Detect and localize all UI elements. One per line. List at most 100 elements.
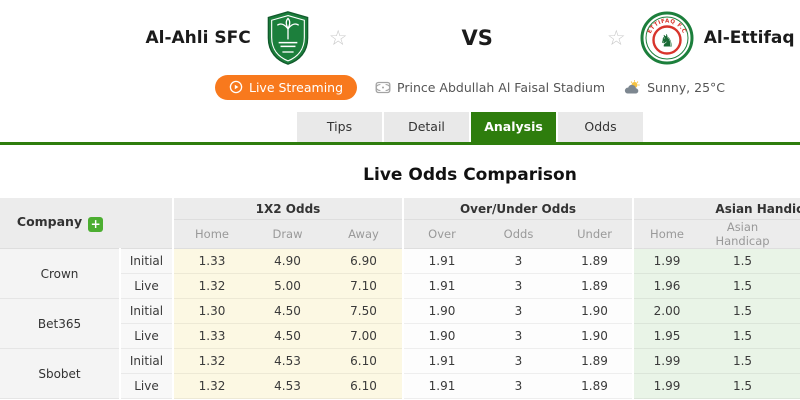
odds-value: 1.30 [172, 298, 250, 324]
odds-value: 1.33 [172, 323, 250, 349]
stadium-icon [375, 81, 391, 93]
odds-value: 6.10 [325, 348, 403, 374]
odds-value: 1.91 [402, 348, 480, 374]
table-cell-spacer [785, 323, 800, 349]
group-header-asian-handicap: Asian Handicap Odds [632, 198, 800, 220]
col-header-asian-handicap: Asian Handicap [700, 219, 786, 249]
company-name: Bet365 [0, 298, 120, 349]
table-row: Crown Initial 1.33 4.90 6.90 1.91 3 1.89… [0, 248, 800, 299]
table-row: Bet365 Initial 1.30 4.50 7.50 1.90 3 1.9… [0, 298, 800, 349]
odds-value: 4.53 [250, 348, 325, 374]
odds-value: 4.90 [250, 248, 325, 274]
tab-odds[interactable]: Odds [558, 112, 643, 142]
odds-value: 7.50 [325, 298, 403, 324]
col-header-ah-home: Home [632, 219, 701, 249]
col-header-odds: Odds [480, 219, 557, 249]
odds-type: Live [119, 323, 173, 349]
odds-value: 1.90 [402, 298, 480, 324]
odds-value: 1.5 [700, 273, 786, 299]
odds-value: 1.89 [557, 373, 634, 399]
home-team-logo [267, 11, 308, 65]
odds-value: 1.5 [700, 373, 786, 399]
match-header: Al-Ahli SFC ☆ VS ☆ ETTIFAQ F.C [0, 0, 800, 67]
company-column-header: Company + [0, 198, 120, 249]
table-cell-spacer [785, 373, 800, 399]
odds-type-column-header [120, 198, 173, 249]
odds-type: Initial [119, 248, 173, 274]
odds-value: 1.5 [700, 323, 786, 349]
weather-sunny-icon [624, 79, 640, 94]
table-row: Live 1.32 4.53 6.10 1.91 3 1.89 1.99 1.5 [0, 373, 800, 399]
away-team-logo: ETTIFAQ F.C ♞ [640, 11, 694, 65]
table-group-header-row: Company + 1X2 Odds Over/Under Odds Asian … [0, 198, 800, 249]
odds-value: 1.90 [402, 323, 480, 349]
table-row: Live 1.33 4.50 7.00 1.90 3 1.90 1.95 1.5 [0, 323, 800, 349]
odds-value: 1.5 [700, 248, 786, 274]
col-header-away: Away [325, 219, 403, 249]
horse-emblem-icon: ♞ [659, 32, 674, 52]
odds-value: 1.5 [700, 298, 786, 324]
home-favorite-star-icon[interactable]: ☆ [328, 25, 348, 50]
odds-value: 1.90 [557, 298, 634, 324]
odds-value: 1.96 [632, 273, 701, 299]
live-streaming-button[interactable]: Live Streaming [214, 74, 358, 100]
col-header-spacer [785, 219, 800, 249]
odds-value: 1.91 [402, 373, 480, 399]
odds-value: 4.53 [250, 373, 325, 399]
table-cell-spacer [785, 298, 800, 324]
odds-value: 6.90 [325, 248, 403, 274]
table-cell-spacer [785, 348, 800, 374]
tab-detail[interactable]: Detail [384, 112, 469, 142]
odds-value: 1.89 [557, 248, 634, 274]
odds-type: Initial [119, 298, 173, 324]
table-cell-spacer [785, 273, 800, 299]
live-streaming-label: Live Streaming [248, 79, 344, 95]
odds-value: 1.89 [557, 273, 634, 299]
odds-value: 3 [480, 298, 557, 324]
odds-value: 4.50 [250, 323, 325, 349]
tab-tips[interactable]: Tips [297, 112, 382, 142]
odds-value: 6.10 [325, 373, 403, 399]
odds-value: 1.99 [632, 373, 701, 399]
group-header-over-under: Over/Under Odds [401, 198, 634, 220]
weather-text: Sunny, 25°C [647, 79, 726, 95]
odds-value: 3 [480, 323, 557, 349]
col-header-over: Over [402, 219, 480, 249]
odds-value: 1.5 [700, 348, 786, 374]
odds-type: Initial [119, 348, 173, 374]
odds-value: 4.50 [250, 298, 325, 324]
odds-value: 1.99 [632, 348, 701, 374]
odds-value: 1.33 [172, 248, 250, 274]
away-favorite-star-icon[interactable]: ☆ [606, 25, 626, 50]
col-header-home: Home [172, 219, 250, 249]
stadium-info: Prince Abdullah Al Faisal Stadium [375, 80, 605, 95]
vs-label: VS [461, 26, 493, 50]
odds-value: 3 [480, 248, 557, 274]
match-info-row: Live Streaming Prince Abdullah Al Faisal… [0, 71, 800, 103]
odds-value: 1.91 [402, 248, 480, 274]
odds-type: Live [119, 373, 173, 399]
tab-bar: Tips Detail Analysis Odds [0, 112, 800, 142]
odds-value: 7.10 [325, 273, 403, 299]
company-name: Sbobet [0, 348, 120, 399]
odds-type: Live [119, 273, 173, 299]
odds-value: 7.00 [325, 323, 403, 349]
odds-value: 1.95 [632, 323, 701, 349]
table-subheader-row: Home Draw Away Over Odds Under Home Asia… [0, 219, 800, 249]
odds-value: 3 [480, 373, 557, 399]
table-cell-spacer [785, 248, 800, 274]
odds-value: 1.32 [172, 348, 250, 374]
odds-value: 5.00 [250, 273, 325, 299]
col-header-draw: Draw [250, 219, 325, 249]
add-company-button[interactable]: + [88, 217, 104, 232]
col-header-under: Under [557, 219, 634, 249]
weather-info: Sunny, 25°C [623, 80, 725, 95]
odds-value: 1.90 [557, 323, 634, 349]
odds-value: 1.89 [557, 348, 634, 374]
odds-value: 1.99 [632, 248, 701, 274]
odds-value: 1.91 [402, 273, 480, 299]
table-row: Live 1.32 5.00 7.10 1.91 3 1.89 1.96 1.5 [0, 273, 800, 299]
tab-analysis[interactable]: Analysis [471, 112, 556, 142]
